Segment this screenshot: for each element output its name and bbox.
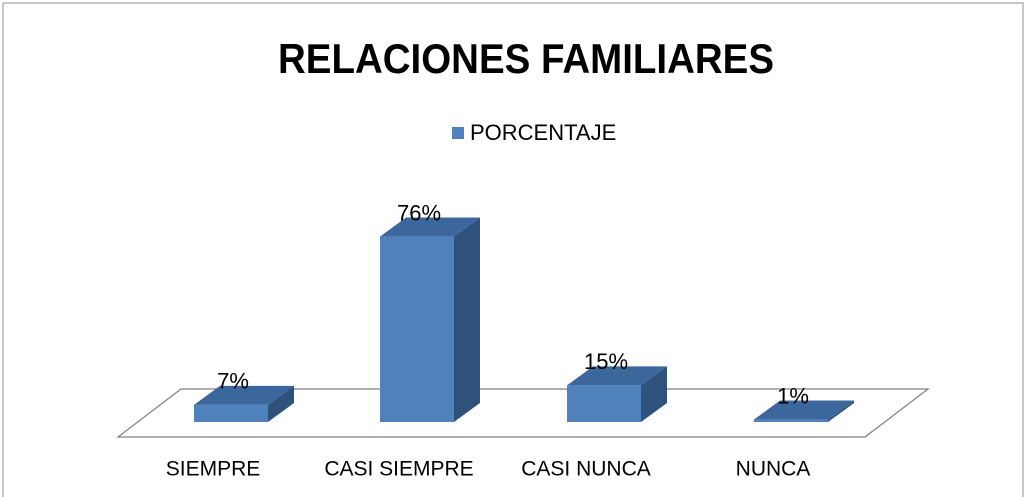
chart-title: RELACIONES FAMILIARES xyxy=(278,35,774,82)
x-tick-label: CASI SIEMPRE xyxy=(324,458,473,481)
bar xyxy=(567,385,641,422)
data-label: 1% xyxy=(777,383,809,408)
x-tick-label: NUNCA xyxy=(736,458,811,481)
bar-side xyxy=(268,385,294,422)
bar-side xyxy=(641,366,667,422)
data-label: 15% xyxy=(584,349,628,374)
bar-side xyxy=(828,400,854,422)
x-tick-label: CASI NUNCA xyxy=(521,458,651,481)
legend-label: PORCENTAJE xyxy=(470,120,616,145)
legend-swatch xyxy=(452,127,464,139)
bar xyxy=(194,404,268,422)
bar-top xyxy=(380,217,480,237)
bar-side xyxy=(454,217,480,422)
bar-top xyxy=(754,400,854,420)
x-tick-label: SIEMPRE xyxy=(166,458,261,481)
bar xyxy=(754,419,828,422)
bar xyxy=(380,236,454,422)
data-label: 76% xyxy=(397,200,441,225)
bar-top xyxy=(194,385,294,405)
data-label: 7% xyxy=(217,369,249,394)
floor xyxy=(116,388,930,438)
bar-top xyxy=(567,366,667,386)
